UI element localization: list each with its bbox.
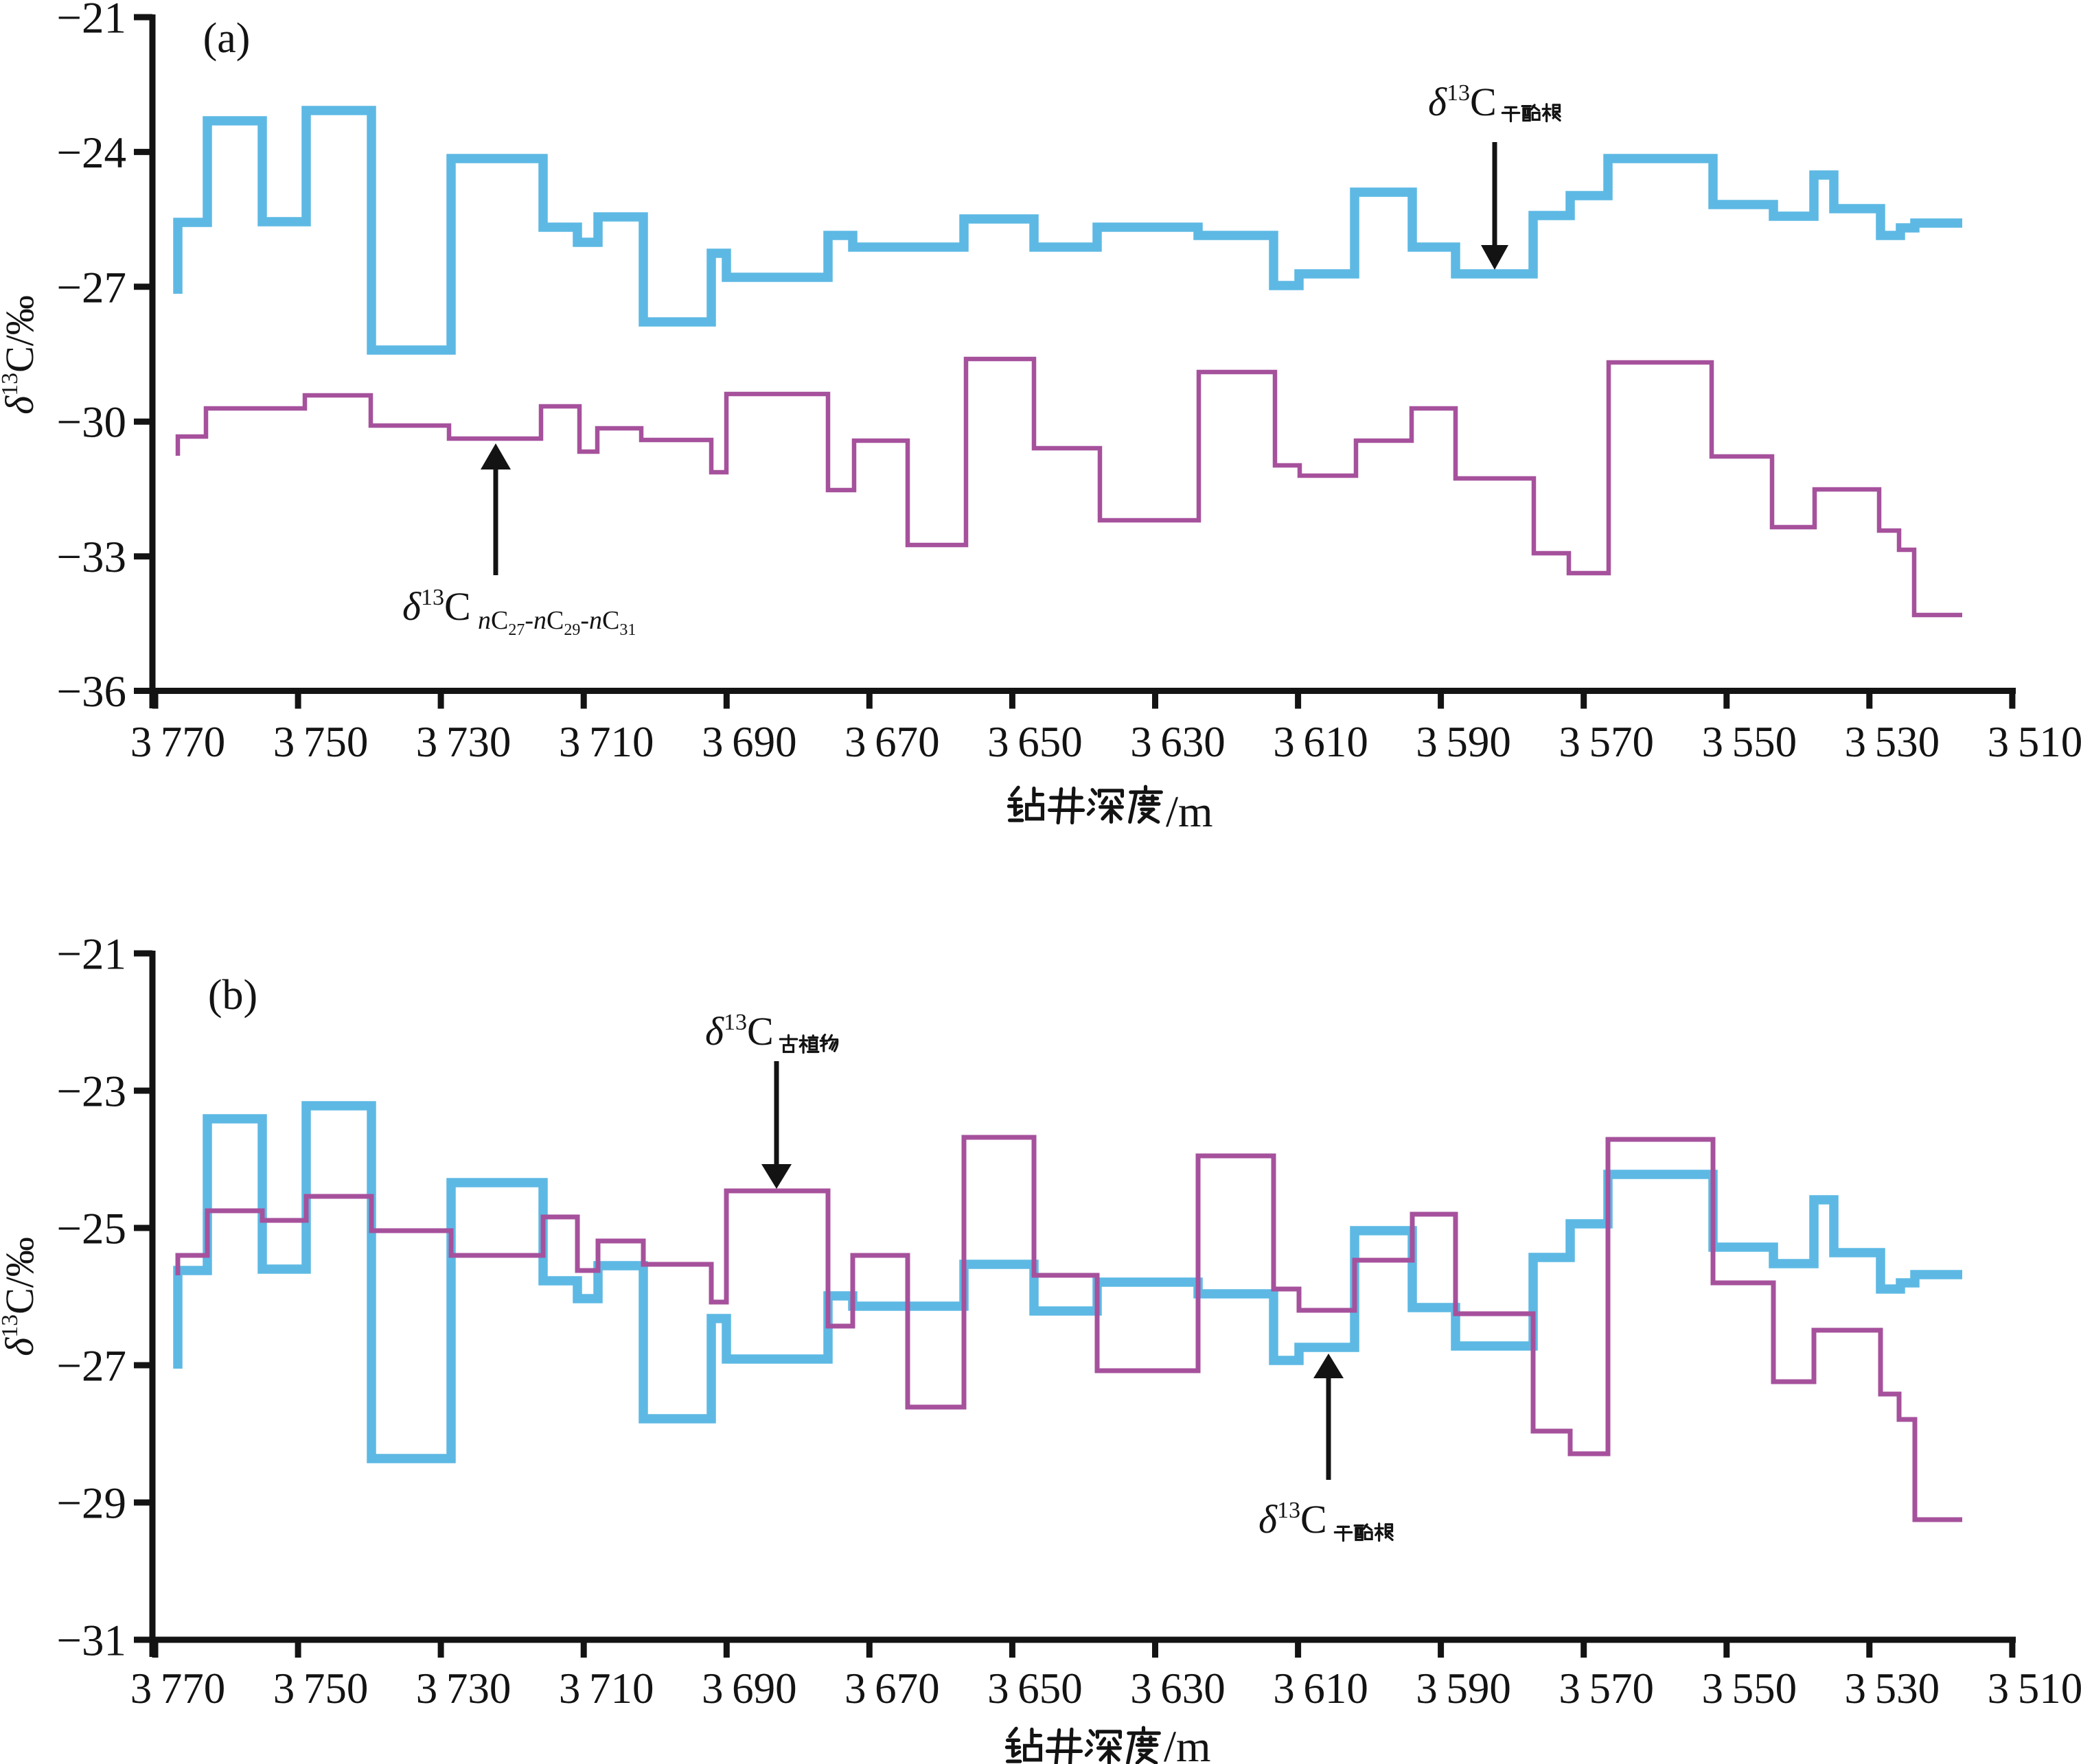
svg-text:−27: −27 [56,1342,126,1391]
svg-text:−24: −24 [56,128,126,178]
svg-text:3 510: 3 510 [1988,1664,2081,1713]
svg-text:3 590: 3 590 [1416,718,1511,766]
svg-text:3 510: 3 510 [1988,718,2081,766]
svg-text:3 670: 3 670 [844,1664,940,1713]
svg-text:−21: −21 [56,930,126,979]
svg-text:3 710: 3 710 [559,718,654,766]
svg-text:3 650: 3 650 [987,1664,1083,1713]
svg-text:−33: −33 [56,533,126,582]
svg-text:3 750: 3 750 [273,1664,369,1713]
svg-text:3 550: 3 550 [1701,1664,1797,1713]
svg-text:δ13C: δ13C [1258,1497,1327,1542]
svg-text:−36: −36 [56,667,126,717]
svg-text:nC27-nC29-nC31: nC27-nC29-nC31 [478,606,636,639]
svg-text:3 530: 3 530 [1844,1664,1940,1713]
svg-text:−31: −31 [56,1616,126,1666]
svg-text:−29: −29 [56,1479,126,1529]
svg-text:3 650: 3 650 [987,718,1083,766]
svg-text:(b): (b) [208,972,257,1019]
svg-text:3 610: 3 610 [1273,1664,1368,1713]
svg-text:3 590: 3 590 [1416,1664,1511,1713]
svg-text:3 550: 3 550 [1701,718,1797,766]
svg-text:δ13C/‰: δ13C/‰ [0,295,42,415]
svg-text:−30: −30 [56,398,126,448]
svg-text:/m: /m [1164,1722,1211,1764]
svg-text:−21: −21 [56,0,126,43]
svg-text:3 630: 3 630 [1130,1664,1226,1713]
svg-text:3 770: 3 770 [130,1664,226,1713]
svg-text:3 690: 3 690 [702,718,797,766]
svg-text:3 750: 3 750 [273,718,369,766]
svg-text:3 570: 3 570 [1559,1664,1654,1713]
svg-text:3 730: 3 730 [416,718,511,766]
svg-text:3 730: 3 730 [416,1664,511,1713]
svg-text:δ13C: δ13C [705,1009,774,1054]
svg-text:−23: −23 [56,1067,126,1117]
svg-text:3 610: 3 610 [1273,718,1368,766]
svg-text:/m: /m [1166,787,1213,837]
svg-text:3 630: 3 630 [1130,718,1226,766]
svg-text:δ13C: δ13C [402,584,471,629]
svg-text:3 670: 3 670 [844,718,940,766]
svg-text:3 530: 3 530 [1844,718,1940,766]
svg-text:δ13C: δ13C [1428,80,1497,124]
svg-text:3 690: 3 690 [702,1664,797,1713]
svg-text:δ13C/‰: δ13C/‰ [0,1237,42,1356]
svg-text:3 770: 3 770 [130,718,226,766]
svg-text:3 710: 3 710 [559,1664,654,1713]
svg-text:−25: −25 [56,1205,126,1254]
svg-text:3 570: 3 570 [1559,718,1654,766]
svg-text:−27: −27 [56,263,126,312]
svg-text:(a): (a) [203,15,251,62]
